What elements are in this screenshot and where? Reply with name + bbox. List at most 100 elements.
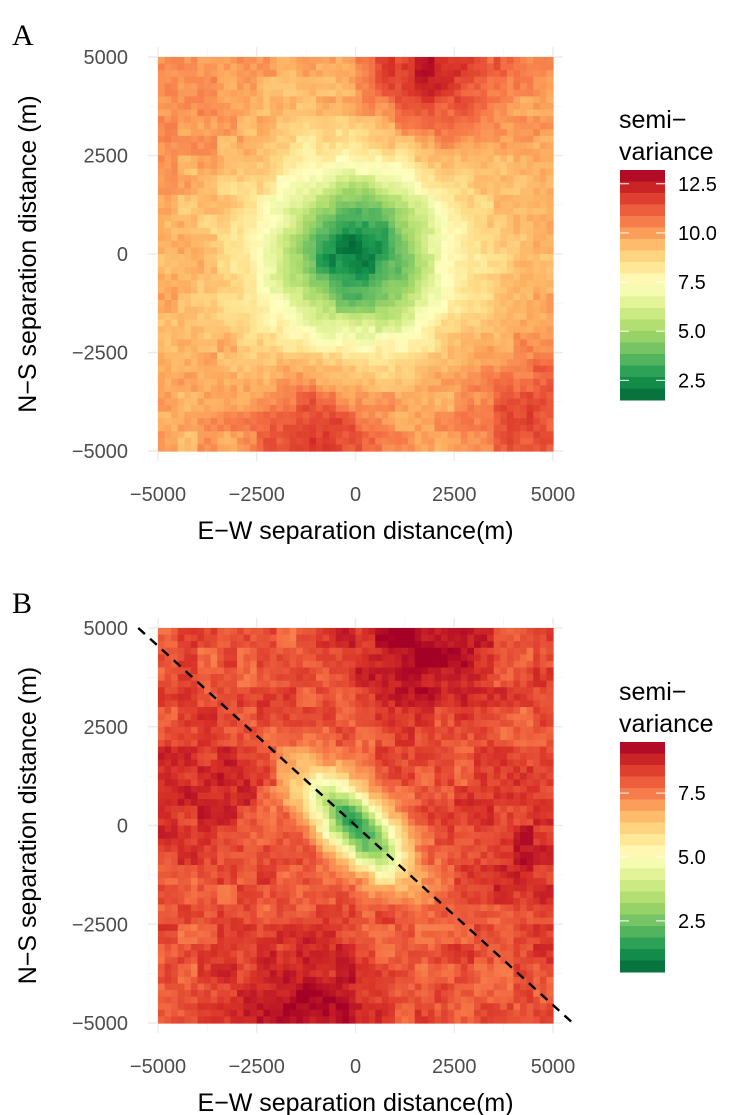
heatmap-cell [171, 930, 179, 939]
heatmap-cell [197, 313, 205, 321]
heatmap-cell [237, 293, 245, 301]
heatmap-cell [546, 372, 554, 380]
heatmap-cell [335, 155, 343, 163]
heatmap-cell [526, 194, 534, 203]
heatmap-cell [190, 858, 199, 866]
heatmap-cell [158, 818, 166, 827]
heatmap-cell [210, 628, 218, 636]
heatmap-cell [316, 385, 324, 393]
heatmap-cell [230, 437, 238, 446]
heatmap-cell [296, 654, 304, 662]
panel-letter: A [12, 19, 34, 52]
heatmap-cell [329, 372, 337, 380]
heatmap-cell [210, 944, 218, 952]
heatmap-cell [256, 411, 264, 419]
heatmap-cell [283, 267, 291, 275]
heatmap-cell [309, 359, 317, 367]
heatmap-cell [427, 96, 436, 104]
heatmap-cell [276, 365, 284, 373]
heatmap-cell [375, 240, 383, 249]
heatmap-cell [230, 306, 238, 314]
heatmap-cell [204, 299, 212, 308]
heatmap-cell [217, 109, 225, 117]
heatmap-cell [243, 306, 251, 314]
heatmap-cell [250, 63, 258, 71]
heatmap-cell [197, 990, 205, 998]
heatmap-cell [474, 162, 482, 170]
heatmap-cell [474, 313, 482, 321]
heatmap-cell [467, 208, 475, 216]
heatmap-cell [158, 247, 166, 255]
heatmap-cell [316, 221, 324, 229]
heatmap-cell [190, 957, 199, 965]
heatmap-cell [342, 345, 350, 354]
heatmap-cell [158, 733, 166, 741]
heatmap-cell [368, 280, 376, 288]
heatmap-cell [414, 63, 422, 71]
heatmap-cell [401, 339, 409, 347]
heatmap-cell [269, 753, 278, 761]
heatmap-cell [362, 391, 370, 400]
heatmap-cell [322, 273, 330, 281]
heatmap-cell [309, 378, 317, 386]
heatmap-cell [447, 299, 455, 308]
heatmap-cell [263, 247, 271, 255]
heatmap-cell [520, 273, 528, 281]
heatmap-cell [269, 57, 278, 65]
heatmap-cell [250, 1003, 258, 1011]
heatmap-cell [487, 352, 495, 360]
heatmap-cell [237, 660, 245, 669]
heatmap-cell [250, 424, 258, 432]
heatmap-cell [322, 201, 330, 209]
heatmap-cell [500, 129, 508, 137]
heatmap-cell [500, 293, 508, 301]
heatmap-cell [223, 674, 232, 682]
heatmap-cell [421, 221, 429, 229]
heatmap-cell [184, 1003, 192, 1011]
heatmap-cell [158, 424, 166, 432]
heatmap-cell [329, 431, 337, 439]
heatmap-cell [177, 628, 185, 636]
heatmap-cell [256, 83, 264, 91]
heatmap-cell [289, 700, 297, 708]
heatmap-cell [427, 299, 436, 308]
heatmap-cell [421, 227, 429, 235]
heatmap-cell [237, 214, 245, 222]
heatmap-cell [388, 148, 396, 157]
heatmap-cell [375, 116, 383, 124]
heatmap-cell [210, 720, 218, 728]
heatmap-cell [217, 437, 225, 446]
heatmap-cell [204, 739, 212, 748]
heatmap-cell [296, 726, 304, 734]
heatmap-cell [204, 726, 212, 734]
heatmap-cell [368, 267, 376, 275]
heatmap-cell [243, 234, 251, 242]
heatmap-cell [447, 398, 455, 406]
heatmap-cell [177, 838, 185, 846]
heatmap-cell [381, 135, 390, 143]
heatmap-cell [421, 57, 429, 65]
heatmap-cell [256, 221, 264, 229]
heatmap-cell [237, 168, 245, 176]
heatmap-cell [533, 424, 541, 432]
heatmap-cell [217, 976, 225, 985]
heatmap-cell [217, 293, 225, 301]
heatmap-cell [316, 352, 324, 360]
heatmap-cell [276, 667, 284, 675]
heatmap-cell [302, 418, 311, 426]
heatmap-cell [243, 359, 251, 367]
heatmap-cell [269, 372, 278, 380]
legend-color-step [620, 296, 665, 309]
heatmap-cell [480, 411, 488, 419]
heatmap-cell [171, 418, 179, 426]
heatmap-cell [158, 726, 166, 734]
heatmap-cell [460, 280, 469, 288]
heatmap-cell [493, 208, 501, 216]
heatmap-cell [329, 142, 337, 150]
heatmap-cell [460, 168, 469, 176]
heatmap-cell [447, 424, 455, 432]
heatmap-cell [368, 326, 376, 334]
heatmap-cell [474, 57, 482, 65]
heatmap-cell [184, 57, 192, 65]
heatmap-cell [230, 155, 238, 163]
